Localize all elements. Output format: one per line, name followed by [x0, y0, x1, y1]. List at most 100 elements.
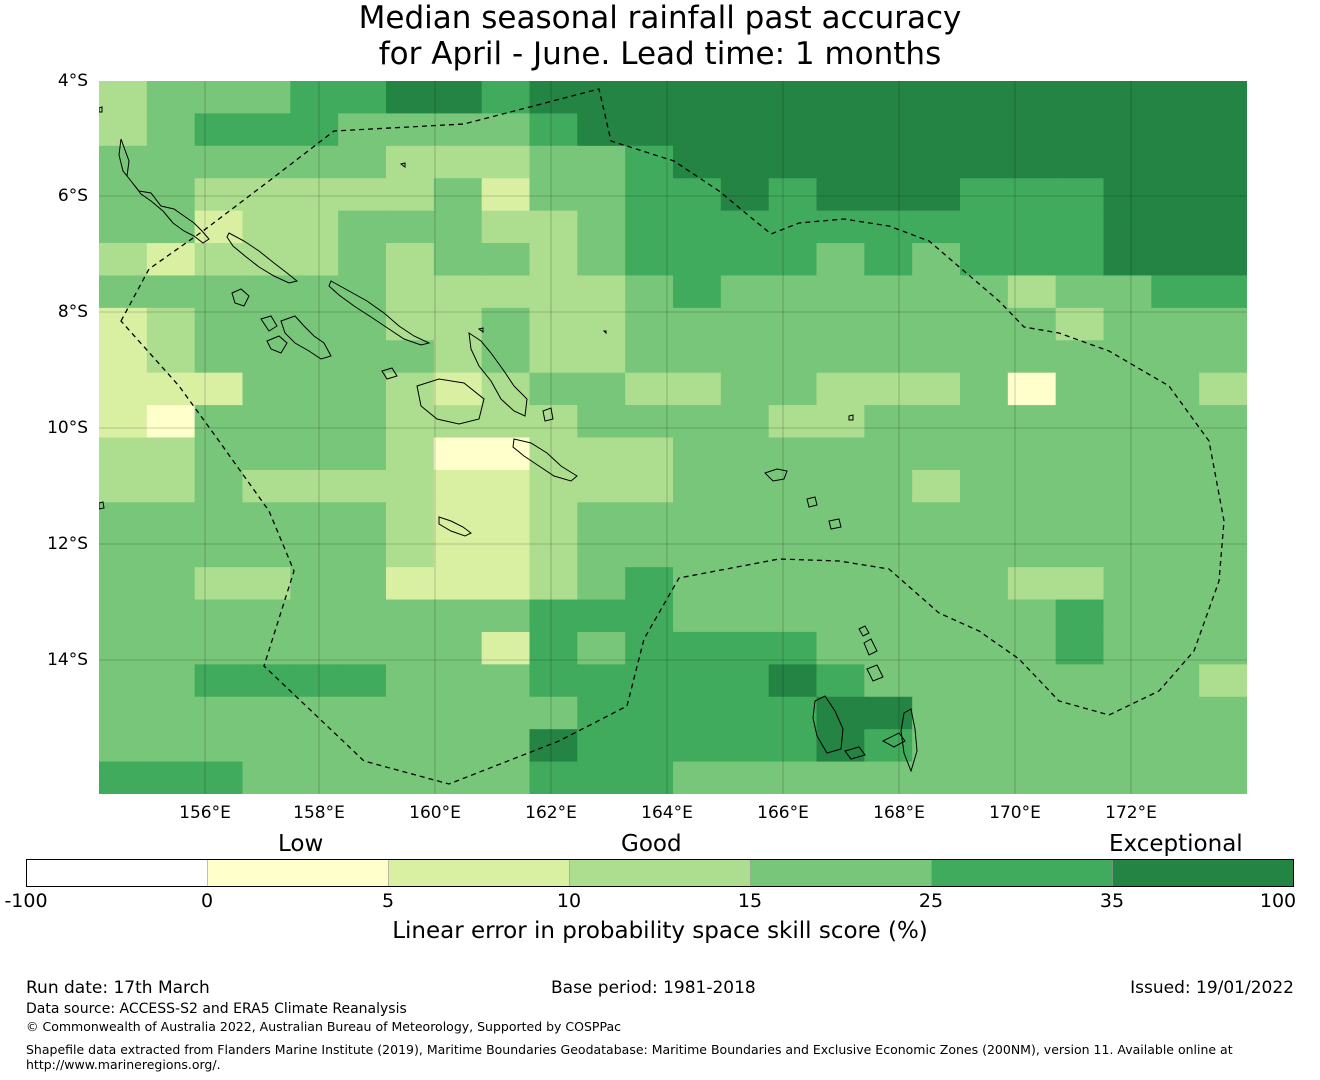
- grid-cell: [386, 372, 435, 406]
- map-title-line1: Median seasonal rainfall past accuracy: [358, 0, 962, 36]
- lat-label-6s: 6°S: [57, 186, 88, 206]
- grid-cell: [720, 534, 770, 568]
- grid-cell: [1151, 502, 1200, 536]
- grid-cell: [433, 275, 483, 309]
- grid-cell: [529, 372, 578, 406]
- grid-cell: [242, 340, 291, 374]
- grid-cell: [242, 81, 291, 115]
- grid-cell: [864, 307, 913, 341]
- grid-cell: [816, 534, 865, 568]
- grid-cell: [99, 469, 148, 503]
- grid-cell: [242, 372, 291, 406]
- grid-cell: [99, 243, 148, 277]
- grid-cell: [960, 340, 1009, 374]
- grid-cell: [816, 307, 865, 341]
- grid-cell: [1055, 275, 1105, 309]
- grid-cell: [625, 405, 674, 439]
- grid-cell: [720, 437, 770, 471]
- grid-cell: [960, 210, 1009, 244]
- grid-cell: [242, 243, 291, 277]
- grid-cell: [768, 275, 818, 309]
- grid-cell: [864, 81, 913, 115]
- grid-cell: [768, 307, 818, 341]
- grid-cell: [625, 210, 674, 244]
- grid-cell: [625, 178, 674, 212]
- grid-cell: [625, 340, 674, 374]
- grid-cell: [1151, 567, 1200, 601]
- grid-cell: [1007, 437, 1057, 471]
- grid-cell: [577, 696, 626, 730]
- grid-cell: [1199, 340, 1247, 374]
- grid-cell: [625, 243, 674, 277]
- grid-cell: [577, 631, 626, 665]
- colorbar-segment-0: [26, 859, 208, 887]
- grid-cell: [481, 502, 531, 536]
- grid-cell: [338, 307, 387, 341]
- grid-cell: [433, 243, 483, 277]
- grid-cell: [720, 567, 770, 601]
- grid-cell: [529, 469, 578, 503]
- grid-cell: [1103, 113, 1152, 147]
- grid-cell: [864, 469, 913, 503]
- grid-cell: [290, 761, 339, 794]
- grid-cell: [816, 437, 865, 471]
- grid-cell: [242, 437, 291, 471]
- grid-cell: [1007, 178, 1057, 212]
- lat-label-12s: 12°S: [47, 534, 88, 554]
- grid-cell: [481, 437, 531, 471]
- grid-cell: [338, 340, 387, 374]
- grid-cell: [1103, 696, 1152, 730]
- shapefile-credit-line2: http://www.marineregions.org/.: [26, 1057, 221, 1072]
- grid-cell: [768, 729, 818, 763]
- grid-cell: [960, 405, 1009, 439]
- grid-cell: [1199, 696, 1247, 730]
- grid-cell: [577, 437, 626, 471]
- grid-cell: [577, 729, 626, 763]
- grid-cell: [1151, 372, 1200, 406]
- colorbar-tick-3: 10: [556, 890, 582, 912]
- grid-cell: [290, 243, 339, 277]
- grid-cell: [912, 534, 961, 568]
- grid-cell: [816, 275, 865, 309]
- grid-cell: [146, 502, 196, 536]
- grid-cell: [1199, 534, 1247, 568]
- grid-cell: [1055, 469, 1105, 503]
- base-period: Base period: 1981-2018: [551, 978, 756, 998]
- grid-cell: [1055, 437, 1105, 471]
- lat-label-10s: 10°S: [47, 418, 88, 438]
- grid-cell: [768, 340, 818, 374]
- grid-cell: [433, 210, 483, 244]
- grid-cell: [1055, 145, 1105, 179]
- grid-cell: [673, 502, 722, 536]
- grid-cell: [194, 81, 244, 115]
- grid-cell: [290, 81, 339, 115]
- grid-cell: [1055, 178, 1105, 212]
- grid-cell: [720, 307, 770, 341]
- grid-cell: [290, 599, 339, 633]
- grid-cell: [386, 729, 435, 763]
- grid-cell: [338, 178, 387, 212]
- grid-cell: [194, 729, 244, 763]
- grid-cell: [99, 761, 148, 794]
- grid-cell: [194, 761, 244, 794]
- grid-cell: [481, 631, 531, 665]
- grid-cell: [1103, 437, 1152, 471]
- grid-cell: [768, 599, 818, 633]
- grid-cell: [1151, 340, 1200, 374]
- grid-cell: [864, 210, 913, 244]
- grid-cell: [864, 145, 913, 179]
- grid-cell: [577, 372, 626, 406]
- grid-cell: [720, 405, 770, 439]
- grid-cell: [720, 599, 770, 633]
- grid-cell: [1151, 81, 1200, 115]
- grid-cell: [1103, 307, 1152, 341]
- grid-cell: [146, 696, 196, 730]
- grid-cell: [912, 502, 961, 536]
- grid-cell: [673, 696, 722, 730]
- grid-cell: [864, 275, 913, 309]
- grid-cell: [386, 145, 435, 179]
- grid-cell: [625, 729, 674, 763]
- colorbar-segment-5: [931, 859, 1113, 887]
- grid-cell: [338, 599, 387, 633]
- grid-cell: [386, 502, 435, 536]
